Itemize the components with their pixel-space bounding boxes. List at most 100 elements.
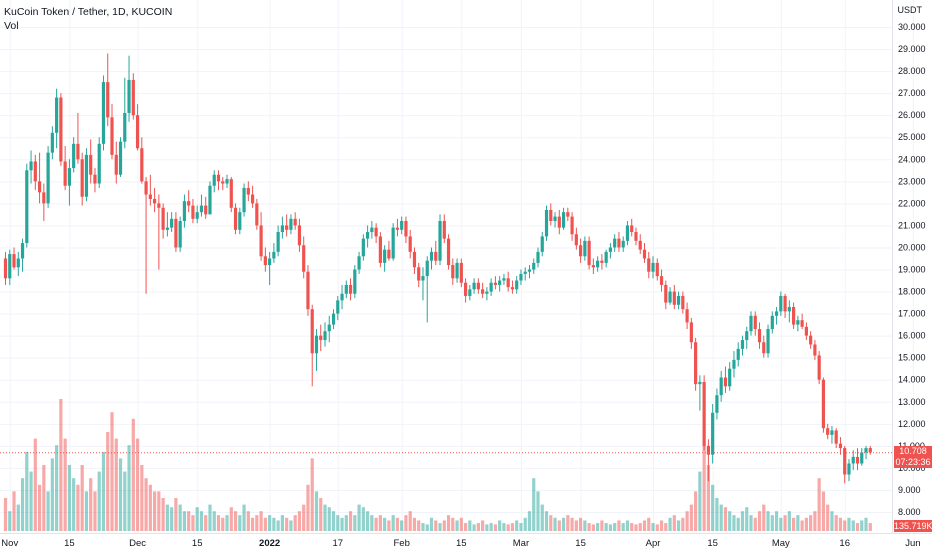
volume-bar	[323, 504, 327, 531]
candle-body	[59, 97, 63, 162]
volume-bar	[429, 517, 434, 531]
volume-bar	[540, 504, 544, 531]
volume-bar	[59, 399, 63, 531]
volume-bar	[553, 517, 557, 531]
candle-body	[348, 284, 353, 294]
volume-bar	[774, 511, 779, 531]
volume-bar	[50, 458, 54, 531]
candle-body	[706, 445, 710, 455]
volume-bar	[481, 520, 485, 531]
candle-body	[549, 209, 553, 221]
volume-bar	[489, 523, 493, 531]
volume-bar	[89, 478, 93, 531]
candle-body	[178, 221, 182, 248]
volume-bar	[860, 520, 864, 531]
candle-body	[199, 205, 204, 213]
candle-body	[821, 379, 826, 429]
volume-bar	[165, 504, 169, 531]
volume-indicator-label[interactable]: Vol	[4, 20, 19, 32]
candle-body	[12, 254, 16, 268]
volume-bar	[238, 515, 242, 531]
price-tick-label: 26.000	[898, 110, 926, 120]
volume-bar	[757, 511, 762, 531]
candle-body	[570, 216, 574, 235]
volume-bar	[621, 523, 625, 531]
candle-body	[204, 205, 208, 215]
volume-bar	[302, 504, 306, 531]
volume-bar	[255, 515, 259, 531]
candle-body	[255, 203, 259, 226]
candle-body	[792, 306, 796, 325]
candle-body	[651, 262, 655, 272]
candle-body	[532, 262, 536, 270]
candle-body	[715, 395, 719, 413]
candle-body	[46, 152, 50, 204]
candle-body	[664, 284, 668, 303]
candle-body	[723, 377, 728, 387]
candle-body	[617, 238, 621, 248]
time-axis[interactable]: Nov15Dec15202217Feb15Mar15Apr15May16Jun1…	[1, 538, 932, 549]
volume-bars	[3, 399, 872, 531]
candle-body	[238, 212, 242, 230]
candle-body	[272, 251, 276, 259]
candle-body	[481, 289, 485, 294]
candle-body	[395, 227, 400, 230]
candle-body	[404, 221, 408, 237]
candle-body	[323, 331, 327, 341]
candle-body	[118, 141, 123, 175]
volume-bar	[838, 517, 843, 531]
candle-body	[140, 148, 144, 182]
volume-bar	[400, 520, 404, 531]
price-axis[interactable]: 30.000 29.000 28.000 27.000 26.000 25.000 24.0…	[898, 22, 926, 517]
candle-body	[608, 247, 613, 252]
candle-body	[306, 271, 310, 310]
candle-body	[268, 258, 272, 266]
volume-bar	[515, 520, 519, 531]
volume-bar	[804, 517, 808, 531]
candle-body	[29, 161, 33, 171]
time-tick-label: 2022	[259, 538, 280, 549]
candle-body	[246, 187, 250, 195]
volume-bar	[821, 491, 826, 531]
candle-body	[855, 456, 860, 464]
candle-body	[331, 313, 336, 325]
volume-bar	[719, 504, 723, 531]
candle-body	[101, 82, 106, 144]
candle-body	[796, 320, 800, 325]
candle-body	[89, 154, 93, 175]
volume-bar	[736, 517, 740, 531]
candle-body	[336, 300, 340, 314]
candle-body	[165, 227, 169, 230]
volume-bar	[421, 523, 425, 531]
volume-bar	[118, 458, 123, 531]
volume-bar	[536, 491, 540, 531]
volume-bar	[199, 511, 204, 531]
volume-bar	[84, 491, 89, 531]
time-tick-label: Jun	[905, 538, 920, 549]
volume-bar	[809, 515, 813, 531]
time-tick-label: Nov	[1, 538, 18, 549]
candle-body	[566, 212, 570, 217]
candle-body	[745, 331, 749, 341]
volume-bar	[527, 511, 532, 531]
volume-bar	[613, 523, 617, 531]
candle-body	[208, 185, 212, 215]
volume-bar	[191, 515, 195, 531]
volume-bar	[523, 517, 527, 531]
volume-bar	[434, 520, 438, 531]
candle-body	[826, 428, 830, 435]
candle-body	[604, 251, 608, 263]
volume-bar	[634, 524, 638, 531]
candle-body	[263, 256, 267, 266]
volume-bar	[144, 478, 148, 531]
candle-body	[476, 282, 480, 290]
candle-body	[676, 295, 681, 305]
price-tick-label: 12.000	[898, 419, 926, 429]
volume-bar	[566, 515, 570, 531]
candle-body	[498, 280, 502, 285]
volume-bar	[216, 515, 221, 531]
candle-body	[250, 194, 255, 204]
symbol-title[interactable]: KuCoin Token / Tether, 1D, KUCOIN	[4, 6, 173, 18]
candle-body	[625, 225, 630, 241]
